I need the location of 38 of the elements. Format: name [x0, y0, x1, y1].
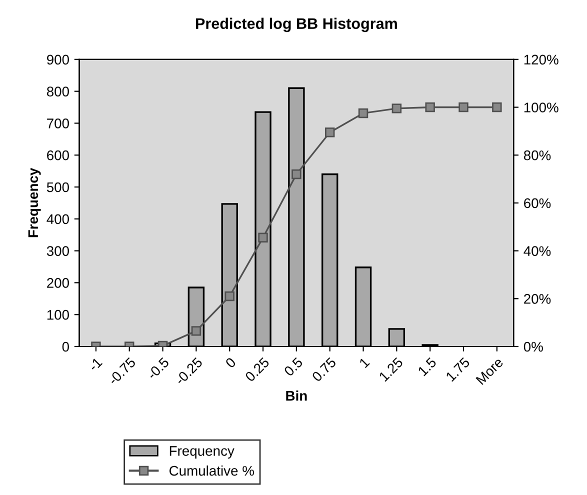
point: [358, 108, 368, 118]
y-tick-label: 300: [46, 246, 69, 256]
y-axis-title: Frequency: [28, 168, 41, 238]
legend-label: Cumulative %: [169, 466, 254, 476]
y-tick-label: 500: [46, 182, 69, 192]
point: [324, 128, 335, 138]
y-tick-label: 100: [47, 310, 69, 320]
y2-tick-label: 0%: [524, 342, 543, 352]
y-tick-label: 700: [47, 118, 69, 128]
y2-tick-label: 80%: [524, 150, 551, 160]
y-tick-label: 600: [47, 150, 69, 160]
y2-tick-label: 40%: [524, 246, 551, 256]
x-tick-label: 1.5: [418, 356, 437, 376]
x-tick-label: 0.25: [244, 356, 270, 382]
y-tick-label: 900: [47, 54, 69, 65]
y2-tick-label: 20%: [524, 294, 551, 304]
y2-tick-label: 100%: [524, 102, 558, 112]
x-axis-title: Bin: [286, 390, 307, 401]
point: [258, 232, 268, 243]
y-tick-label: 0: [62, 342, 69, 352]
x-tick-label: 0.5: [283, 356, 304, 377]
y2-tick-label: 60%: [524, 198, 551, 208]
point: [292, 169, 302, 180]
point: [425, 102, 435, 112]
legend-label: Frequency: [170, 446, 234, 459]
y-tick-label: 400: [46, 214, 69, 224]
chart-title: Predicted log BB Histogram: [196, 18, 397, 32]
point: [458, 102, 468, 112]
point: [492, 102, 502, 112]
y2-tick-label: 120%: [524, 54, 558, 65]
x-tick-label: 1: [358, 357, 370, 368]
y-tick-label: 800: [46, 86, 69, 96]
point: [392, 104, 402, 114]
x-tick-label: 0: [224, 356, 236, 369]
y-tick-label: 200: [47, 278, 69, 288]
x-tick-label: -0.5: [146, 356, 170, 380]
x-tick-label: -1: [88, 357, 103, 372]
x-tick-label: 0.75: [311, 356, 337, 382]
